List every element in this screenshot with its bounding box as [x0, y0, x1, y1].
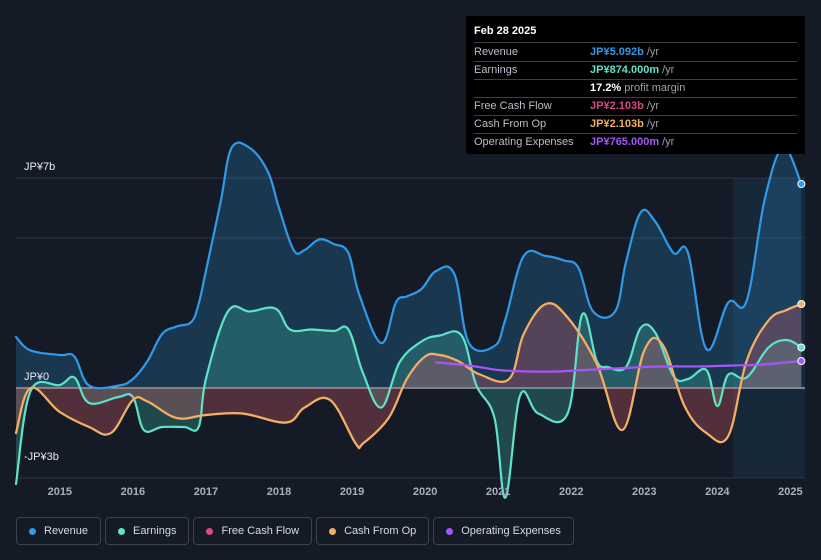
x-tick-label: 2017: [194, 486, 218, 498]
legend-dot-icon: [206, 527, 214, 535]
chart-areas: [16, 142, 802, 498]
x-tick-label: 2019: [340, 486, 364, 498]
x-tick-label: 2018: [267, 486, 291, 498]
chart-lines: [14, 141, 806, 499]
tooltip-row-label: Free Cash Flow: [474, 100, 552, 112]
y-tick-label: -JP¥3b: [24, 451, 59, 463]
x-tick-label: 2024: [705, 486, 730, 498]
x-tick-label: 2023: [632, 486, 656, 498]
tooltip-row-label: Operating Expenses: [474, 136, 574, 148]
y-tick-label: JP¥0: [24, 371, 49, 383]
legend-dot-icon: [29, 527, 36, 535]
x-tick-label: 2025: [778, 486, 802, 498]
tooltip-row: 17.2% profit margin: [474, 80, 797, 98]
legend-item-earnings[interactable]: Earnings: [105, 517, 190, 545]
legend-label: Earnings: [133, 525, 177, 537]
legend: Revenue Earnings Free Cash Flow Cash From O…: [16, 517, 578, 545]
x-tick-label: 2020: [413, 486, 437, 498]
tooltip-row-value: JP¥874.000m: [590, 64, 660, 76]
legend-label: Free Cash Flow: [221, 525, 300, 537]
revenue-area: [16, 142, 802, 389]
x-axis-labels: 2015 2016 2017 2018 2019 2020 2021 2022 2023 2024…: [48, 486, 803, 498]
earnings-end-marker: [797, 343, 806, 352]
earnings-line: [14, 305, 803, 499]
tooltip-row-label: Earnings: [474, 64, 518, 76]
cash-from-op-area: [16, 303, 802, 449]
revenue-line: [14, 141, 803, 390]
chart-grid: [16, 177, 805, 479]
legend-dot-icon: [446, 527, 454, 535]
tooltip-row: Operating Expenses JP¥765.000m/yr: [474, 134, 797, 151]
x-tick-label: 2021: [486, 486, 510, 498]
tooltip-row: Revenue JP¥5.092b/yr: [474, 44, 797, 62]
tooltip-row-value: JP¥5.092b: [590, 46, 644, 58]
legend-item-cash-from-op[interactable]: Cash From Op: [316, 517, 430, 545]
legend-label: Cash From Op: [344, 525, 417, 537]
x-tick-label: 2016: [121, 486, 145, 498]
cash-from-op-end-marker: [797, 300, 806, 308]
x-tick-label: 2022: [559, 486, 583, 498]
tooltip-date: Feb 28 2025: [474, 24, 797, 43]
tooltip-row-value: JP¥765.000m: [590, 136, 660, 148]
legend-label: Revenue: [44, 525, 89, 537]
free-cash-flow-area: [16, 303, 802, 449]
operating-expenses-line: [435, 359, 803, 373]
tooltip-row-unit: /yr: [662, 136, 675, 148]
legend-item-revenue[interactable]: Revenue: [16, 517, 102, 545]
legend-item-free-cash-flow[interactable]: Free Cash Flow: [193, 517, 313, 545]
earnings-area: [16, 306, 802, 498]
legend-item-operating-expenses[interactable]: Operating Expenses: [433, 517, 574, 545]
tooltip-panel: Feb 28 2025 Revenue JP¥5.092b/yr Earnings J…: [466, 16, 805, 154]
tooltip-row-label: Revenue: [474, 46, 519, 58]
revenue-end-marker: [797, 180, 806, 188]
tooltip-row-label: [474, 80, 590, 97]
tooltip-row: Earnings JP¥874.000m/yr: [474, 62, 797, 80]
tooltip-rows: Revenue JP¥5.092b/yr Earnings JP¥874.000m/y…: [474, 44, 797, 151]
tooltip-row: Free Cash Flow JP¥2.103b/yr: [474, 98, 797, 116]
tooltip-row-unit: profit margin: [624, 82, 686, 94]
tooltip-row-value: JP¥2.103b: [590, 100, 644, 112]
cash-from-op-line: [14, 302, 803, 450]
legend-dot-icon: [329, 527, 337, 535]
forecast-band: [733, 178, 805, 478]
tooltip-row-unit: /yr: [662, 64, 675, 76]
operating-expenses-end-marker: [797, 357, 806, 365]
tooltip-row-value: 17.2%: [590, 82, 622, 94]
tooltip-row-unit: /yr: [646, 46, 660, 58]
x-tick-label: 2015: [48, 486, 72, 498]
tooltip-row-value: JP¥2.103b: [590, 118, 644, 130]
y-axis-labels: JP¥7b JP¥0 -JP¥3b: [24, 161, 59, 463]
tooltip-row-label: Cash From Op: [474, 118, 547, 130]
tooltip-row-unit: /yr: [646, 100, 660, 112]
tooltip-row-unit: /yr: [646, 118, 660, 130]
tooltip-row: Cash From Op JP¥2.103b/yr: [474, 116, 797, 134]
legend-label: Operating Expenses: [461, 525, 561, 537]
y-tick-label: JP¥7b: [24, 161, 55, 173]
legend-dot-icon: [118, 527, 126, 535]
